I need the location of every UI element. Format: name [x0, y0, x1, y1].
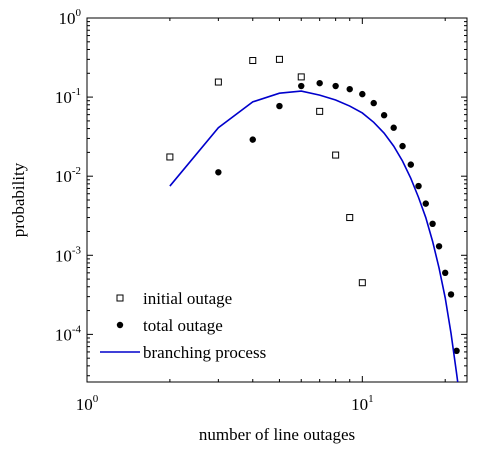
dot-point [249, 136, 256, 143]
legend-label: total outage [143, 316, 223, 335]
tick-label: 10-4 [55, 323, 82, 344]
dot-point [276, 102, 283, 110]
square-point [297, 73, 305, 81]
dot-point [298, 82, 305, 90]
dot-point [370, 99, 377, 107]
dot-point [415, 182, 422, 190]
line-series [169, 90, 459, 382]
dot-point [215, 169, 222, 176]
legend-label: branching process [143, 343, 266, 362]
tick-label: 10-3 [55, 244, 82, 265]
tick-label: 100 [76, 393, 99, 414]
square-point [346, 214, 354, 222]
square-point [214, 78, 222, 86]
dot-point [399, 142, 406, 150]
dot-point [447, 291, 455, 298]
dot-point [453, 347, 460, 355]
dot-point [316, 79, 323, 87]
dot-point [407, 161, 415, 168]
square-point [166, 153, 174, 161]
dot-point [346, 85, 353, 93]
square-point [316, 107, 324, 115]
dot-point [332, 82, 339, 90]
dot-point [359, 90, 366, 98]
square-point [358, 279, 366, 287]
legend-dot [116, 321, 124, 329]
tick-label: 10-1 [55, 86, 81, 107]
legend-square [116, 294, 124, 302]
dot-point [435, 243, 443, 250]
dot-point [429, 220, 436, 228]
plot-area [166, 55, 460, 382]
x-axis-label: number of line outages [199, 425, 355, 444]
tick-label: 101 [351, 393, 374, 414]
square-point [275, 55, 283, 63]
tick-label: 10-2 [55, 165, 81, 186]
square-point [249, 57, 257, 65]
dot-point [441, 269, 449, 277]
tick-label: 100 [59, 7, 82, 28]
plot-frame [86, 17, 468, 383]
legend-label: initial outage [143, 289, 232, 308]
dot-point [380, 112, 388, 119]
y-axis-label: probability [9, 162, 28, 237]
dot-point [390, 124, 397, 131]
square-point [332, 151, 340, 159]
dot-point [422, 200, 429, 207]
